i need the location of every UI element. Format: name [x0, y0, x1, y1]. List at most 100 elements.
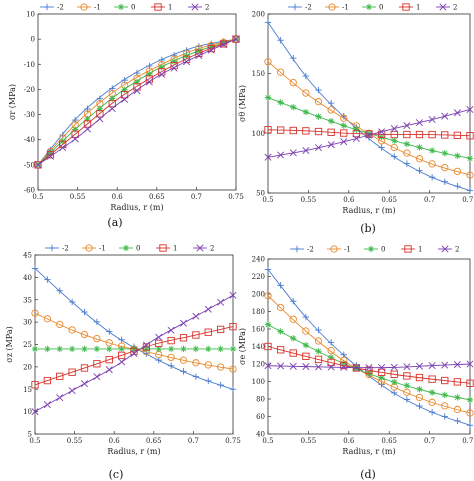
- data-point: [68, 326, 76, 334]
- y-tick-label: 220: [252, 273, 265, 281]
- data-point: [167, 353, 175, 362]
- legend-label: 1: [173, 245, 177, 253]
- data-point: [302, 127, 310, 135]
- data-point: [289, 349, 297, 357]
- series-0: [34, 35, 240, 169]
- data-point-b: [428, 116, 436, 124]
- data-point: [43, 315, 52, 323]
- data-point-b: [131, 346, 137, 352]
- data-point: [314, 98, 323, 106]
- y-tick-label: 100: [252, 130, 265, 138]
- data-point-b: [390, 125, 398, 133]
- panel-2: 0.5 0.55 0.6 0.65 0.7 0.75 200 150 100 50 Radius, …: [238, 3, 474, 235]
- y-tick-label: -40: [24, 136, 35, 144]
- x-tick-label: 0.75: [462, 437, 474, 445]
- data-point: [34, 161, 42, 169]
- data-point-b: [121, 95, 129, 103]
- y-tick-label: 45: [23, 252, 32, 260]
- data-point-b: [353, 127, 359, 133]
- x-tick-label: 0.55: [70, 193, 86, 201]
- data-point-b: [366, 130, 372, 136]
- legend-label: 2: [455, 246, 459, 254]
- panel-label: (b): [360, 222, 376, 235]
- data-point-b: [69, 346, 75, 352]
- data-point: [289, 78, 297, 87]
- data-point-b: [340, 138, 348, 146]
- data-point: [415, 393, 424, 402]
- data-point-b: [314, 144, 323, 152]
- data-point-b: [195, 52, 203, 60]
- data-point: [80, 330, 89, 339]
- data-point-b: [31, 408, 39, 416]
- x-tick-label: 0.75: [225, 437, 241, 445]
- data-point: [327, 346, 335, 355]
- x-tick-label: 0.55: [301, 437, 317, 445]
- x-tick-label: 0.65: [381, 437, 397, 445]
- data-point-b: [217, 298, 225, 306]
- data-point: [441, 376, 449, 385]
- data-point-b: [415, 362, 424, 370]
- data-point: [403, 130, 411, 139]
- y-tick-label: 10: [23, 408, 32, 416]
- y-tick-label: 0: [31, 36, 35, 44]
- data-point-b: [403, 122, 411, 130]
- series--1: [31, 309, 237, 373]
- legend-label: -1: [99, 245, 106, 253]
- data-point-b: [379, 375, 385, 381]
- data-point-b: [171, 59, 177, 65]
- data-point-b: [453, 109, 461, 117]
- data-point: [108, 99, 116, 108]
- y-tick-label: 200: [252, 11, 265, 19]
- data-point-b: [56, 394, 64, 402]
- data-point: [340, 361, 348, 370]
- data-point-b: [93, 373, 101, 381]
- data-point-b: [106, 346, 112, 352]
- data-point-b: [205, 346, 211, 352]
- legend-marker: [80, 3, 88, 11]
- data-point: [327, 358, 335, 367]
- data-point: [377, 368, 386, 376]
- data-point-b: [192, 312, 200, 320]
- data-point-b: [83, 125, 92, 133]
- data-point-b: [352, 363, 360, 372]
- data-point-b: [265, 322, 271, 328]
- y-tick-label: 240: [252, 256, 265, 264]
- data-point-b: [182, 58, 191, 66]
- data-point: [192, 331, 200, 339]
- panel-4: 0.50.550.60.650.70.752402202001801601401…: [238, 245, 474, 481]
- data-point: [441, 131, 449, 139]
- data-point: [117, 351, 126, 360]
- y-tick-label: 80: [256, 396, 265, 404]
- x-tick-label: 0.55: [67, 437, 83, 445]
- data-point: [390, 370, 398, 378]
- data-point-b: [302, 363, 310, 371]
- data-point-b: [232, 35, 240, 43]
- data-point-b: [303, 109, 309, 115]
- data-point: [415, 155, 424, 163]
- series-line: [34, 312, 234, 370]
- data-point: [441, 163, 449, 172]
- data-point: [327, 106, 335, 114]
- legend-label: 0: [136, 245, 140, 253]
- data-point: [314, 355, 323, 364]
- series-line: [267, 97, 471, 159]
- data-point: [31, 381, 39, 389]
- x-tick-label: 0.5: [29, 437, 40, 445]
- data-point-b: [168, 346, 174, 352]
- x-tick-label: 0.6: [343, 437, 355, 445]
- data-point: [415, 130, 424, 139]
- series-line: [37, 38, 237, 166]
- series-line: [34, 326, 234, 386]
- data-point-b: [32, 346, 38, 352]
- series-line: [37, 38, 237, 166]
- legend-marker: [402, 3, 410, 11]
- legend-label: 2: [453, 4, 457, 12]
- y-tick-label: 40: [23, 274, 32, 282]
- data-point: [302, 327, 310, 335]
- x-tick-label: 0.65: [149, 193, 165, 201]
- x-tick-label: 0.5: [32, 193, 43, 201]
- y-tick-label: 15: [23, 386, 32, 394]
- data-point-b: [155, 333, 163, 341]
- series-line: [37, 38, 237, 166]
